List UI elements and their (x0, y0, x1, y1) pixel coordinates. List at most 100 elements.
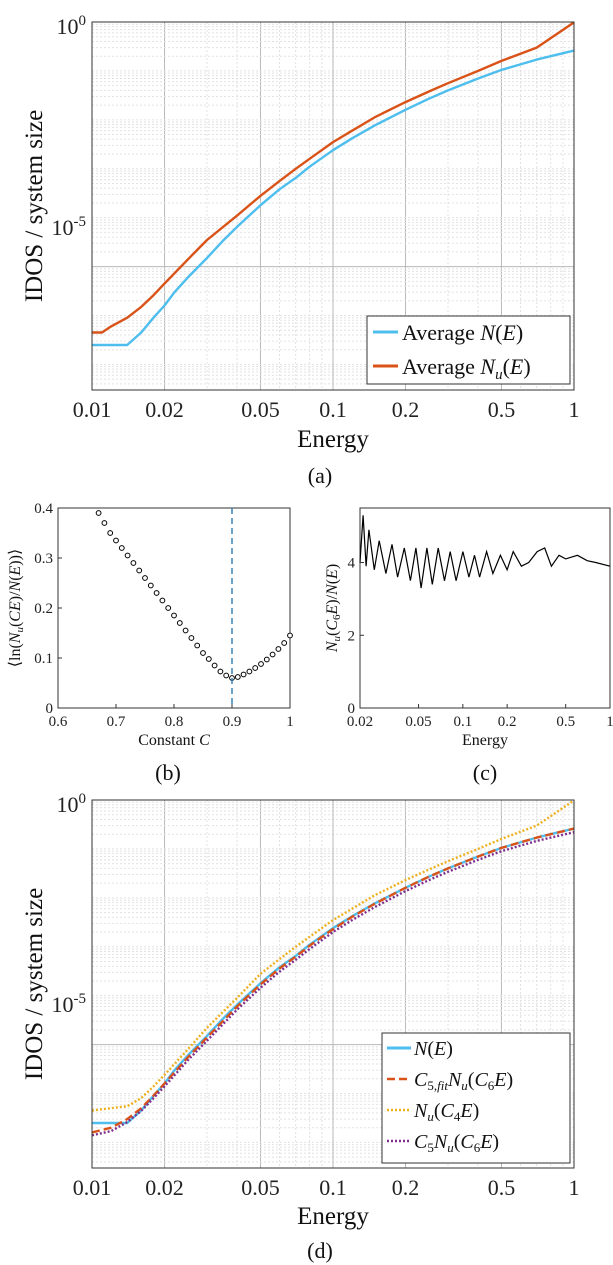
panel-d-legend: N(E) C5,fitNu(C6E) Nu(C4E) C5Nu(C6E) (381, 1032, 571, 1164)
scatter-point (223, 672, 230, 679)
x-tick-label: 0.01 (73, 397, 112, 422)
panel-c-y-ticks: 0 2 4 (348, 556, 364, 717)
series-line-3 (91, 831, 575, 1137)
panel-a-ytick-0: 100 (57, 13, 87, 39)
scatter-point (234, 674, 241, 680)
panel-d-legend-entry-2: Nu(C4E) (413, 1100, 479, 1124)
x-tick-label: 0.05 (241, 397, 280, 422)
series-line-1 (92, 21, 575, 334)
scatter-point (246, 668, 253, 675)
scatter-point (107, 530, 114, 536)
panel-c: 0.02 0.05 0.1 0.2 0.5 1 0 2 4 Energy Nu(C6E)/N(… (324, 507, 613, 785)
panel-c-x-label: Energy (462, 732, 508, 749)
x-tick-label: 0.9 (223, 714, 242, 730)
x-tick-label: 0.02 (145, 397, 184, 422)
panel-a-series (92, 21, 575, 347)
x-tick-label: 0.05 (405, 714, 431, 730)
scatter-point (205, 656, 212, 662)
scatter-point (118, 545, 125, 551)
scatter-point (159, 597, 166, 604)
x-tick-label: 0.1 (453, 714, 472, 730)
scatter-point (263, 656, 270, 663)
y-tick-label: 0 (46, 701, 54, 717)
scatter-point (258, 661, 264, 667)
y-tick-label: 4 (348, 556, 356, 572)
panel-d-x-label: Energy (297, 1203, 369, 1230)
scatter-point (171, 612, 177, 619)
panel-a-frame (91, 21, 575, 391)
panel-d-ytick-1: 10-5 (52, 991, 87, 1017)
panel-d-frame (91, 799, 575, 1169)
panel-a-legend: Average N(E) Average Nu(E) (366, 315, 571, 385)
y-tick-label: 0.4 (34, 501, 53, 517)
x-tick-label: 1 (286, 714, 294, 730)
scatter-point (194, 642, 201, 649)
panel-c-y-label: Nu(C6E)/N(E) (324, 564, 343, 653)
panel-b: 0.6 0.7 0.8 0.9 1 0 0.1 0.2 0.3 0.4 Constant C ⟨… (7, 501, 294, 785)
scatter-point (269, 651, 276, 658)
y-tick-label: 0.3 (34, 551, 53, 567)
x-tick-label: 0.02 (145, 1175, 184, 1200)
scatter-point (287, 632, 293, 639)
panel-b-y-label: ⟨ln(Nu(CE)/N(E))⟩ (7, 549, 26, 667)
x-tick-label: 0.1 (319, 1175, 347, 1200)
panel-d-series (91, 799, 575, 1137)
panel-d-y-label: IDOS / system size (21, 888, 48, 1080)
panel-d-legend-entry-0: N(E) (413, 1038, 453, 1060)
scatter-point (142, 575, 148, 581)
panel-c-x-ticks: 0.02 0.05 0.1 0.2 0.5 1 (347, 704, 613, 730)
scatter-point (130, 560, 137, 566)
panel-b-caption: (b) (155, 760, 181, 785)
panel-a-legend-box (366, 315, 571, 385)
panel-b-x-ticks: 0.6 0.7 0.8 0.9 1 (49, 704, 294, 730)
panel-b-y-ticks: 0 0.1 0.2 0.3 0.4 (34, 501, 62, 717)
x-tick-label: 0.8 (165, 714, 184, 730)
panel-b-points (95, 510, 293, 681)
x-tick-label: 0.1 (319, 397, 347, 422)
x-tick-label: 0.01 (73, 1175, 112, 1200)
scatter-point (113, 537, 119, 544)
x-tick-label: 1 (606, 714, 613, 730)
ratio-line (359, 515, 611, 589)
scatter-point (101, 520, 108, 526)
scatter-point (275, 646, 282, 652)
scatter-point (124, 552, 131, 559)
scatter-point (200, 650, 206, 656)
x-tick-label: 0.02 (347, 714, 373, 730)
panel-a-legend-entry-1: Average Nu(E) (402, 354, 531, 383)
panel-d-ytick-0: 100 (57, 791, 87, 817)
y-tick-label: 0.2 (34, 601, 53, 617)
x-tick-label: 0.5 (488, 397, 516, 422)
y-tick-label: 0 (348, 701, 356, 717)
panel-a-ytick-1: 10-5 (52, 214, 87, 240)
series-line-1 (91, 827, 575, 1134)
scatter-point (182, 627, 189, 634)
scatter-point (188, 635, 195, 641)
panel-d-caption: (d) (307, 1238, 333, 1263)
panel-d-legend-entry-1: C5,fitNu(C6E) (414, 1069, 513, 1093)
x-tick-label: 0.05 (241, 1175, 280, 1200)
panel-a: 0.01 0.02 0.05 0.1 0.2 0.5 1 100 10-5 Energy I… (21, 13, 580, 488)
scatter-point (147, 582, 154, 589)
panel-d-x-ticks: 0.01 0.02 0.05 0.1 0.2 0.5 1 (73, 1175, 580, 1200)
series-line-0 (92, 49, 575, 347)
x-tick-label: 0.5 (556, 714, 575, 730)
series-line-2 (91, 799, 575, 1112)
panel-b-frame (57, 507, 291, 709)
scatter-point (281, 640, 288, 646)
panel-d-legend-entry-3: C5Nu(C6E) (414, 1131, 499, 1155)
panel-a-legend-entry-0: Average N(E) (402, 320, 523, 345)
x-tick-label: 0.2 (392, 397, 420, 422)
scatter-point (95, 510, 102, 516)
scatter-point (217, 668, 224, 675)
scatter-point (211, 662, 218, 669)
y-tick-label: 0.1 (34, 651, 53, 667)
x-tick-label: 0.5 (488, 1175, 516, 1200)
x-tick-label: 0.7 (107, 714, 126, 730)
scatter-point (252, 665, 259, 671)
panel-c-frame (359, 507, 611, 709)
panel-c-caption: (c) (473, 760, 497, 785)
x-tick-label: 0.2 (498, 714, 517, 730)
scatter-point (136, 567, 143, 574)
